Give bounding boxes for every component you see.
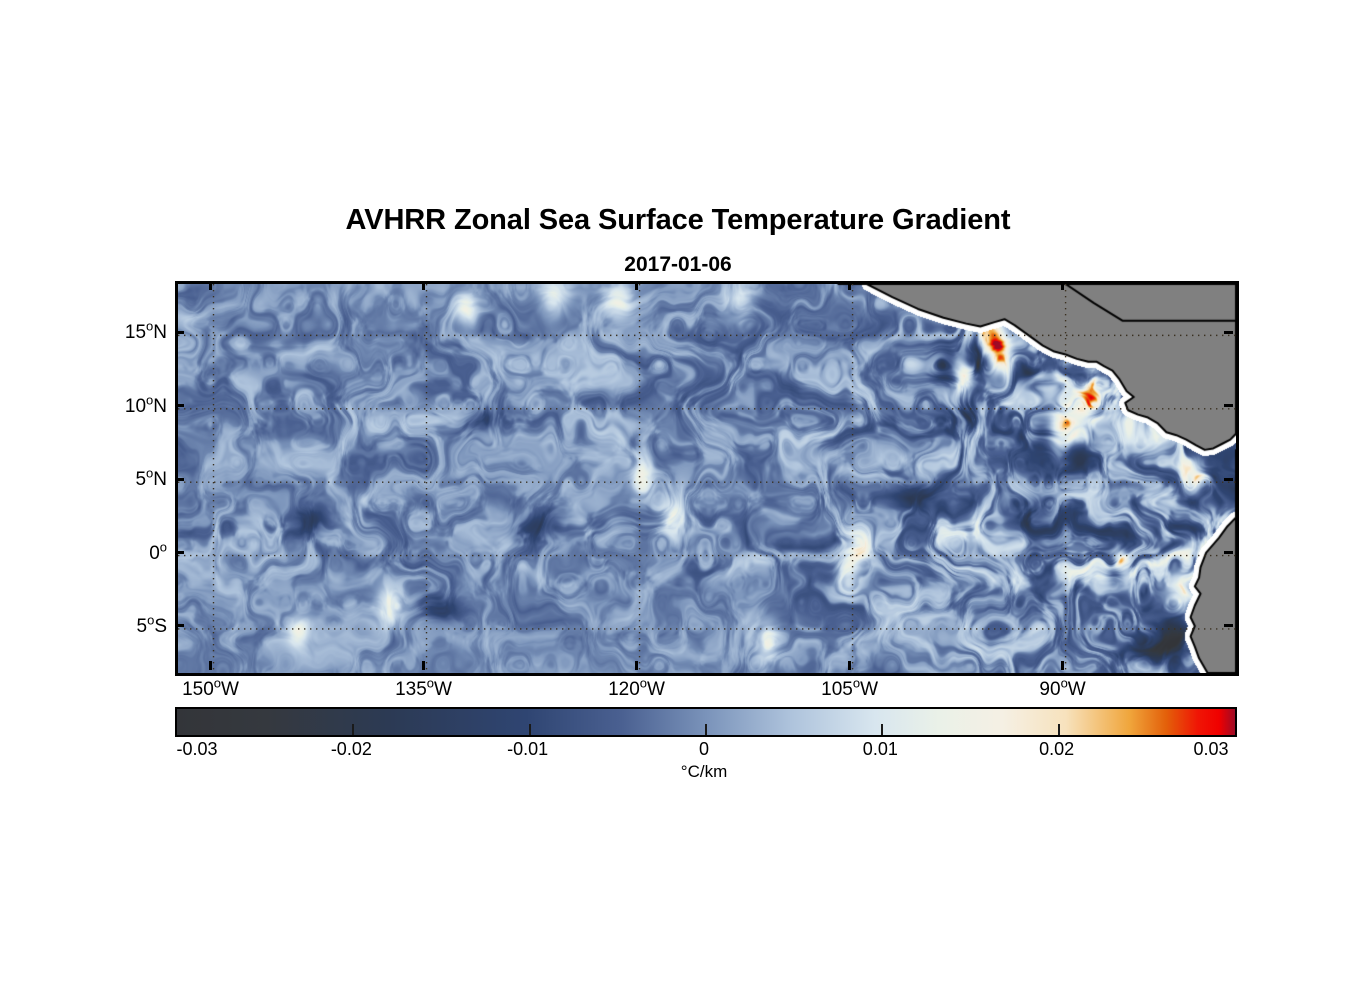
colorbar-tick-labels: -0.03 -0.02 -0.01 0 0.01 0.02 0.03 (175, 740, 1233, 764)
x-tick-mark (1061, 281, 1065, 290)
degree-symbol: o (426, 675, 435, 691)
colorbar-tick-mark (352, 724, 355, 735)
sst-gradient-heatmap (178, 284, 1236, 673)
y-tick-mark (175, 330, 184, 334)
colorbar-tick-mark (881, 724, 884, 735)
degree-symbol: o (639, 675, 648, 691)
colorbar-tick-label: -0.01 (507, 739, 549, 759)
colorbar-tick-label: 0.03 (1193, 739, 1229, 759)
x-axis-label: 90oW (1039, 675, 1086, 700)
map-plot-area (175, 281, 1239, 676)
x-axis-tick-labels: 150oW 135oW 120oW 105oW 90oW (175, 675, 1233, 706)
x-tick-mark (422, 661, 426, 670)
colorbar-tick-label: 0.02 (1039, 739, 1075, 759)
x-tick-mark (848, 661, 852, 670)
y-axis-label: 5oS (136, 612, 168, 637)
colorbar-tick-mark (528, 724, 531, 735)
degree-symbol: o (146, 392, 154, 408)
y-tick-mark (175, 551, 184, 555)
x-tick-mark (848, 281, 852, 290)
y-tick-mark (1224, 477, 1233, 481)
x-axis-label: 150oW (182, 675, 239, 700)
colorbar-tick-label: 0.01 (862, 739, 898, 759)
x-tick-mark (635, 661, 639, 670)
x-axis-label: 105oW (821, 675, 878, 700)
x-tick-mark (635, 281, 639, 290)
x-axis-label: 135oW (395, 675, 452, 700)
colorbar-tick-label: -0.03 (176, 739, 218, 759)
degree-symbol: o (1060, 675, 1068, 691)
y-tick-mark (1224, 330, 1233, 334)
y-axis-label: 15oN (124, 319, 167, 344)
y-tick-mark (1224, 624, 1233, 628)
y-tick-mark (175, 404, 184, 408)
colorbar (175, 707, 1237, 737)
x-tick-mark (1061, 661, 1065, 670)
x-tick-mark (209, 281, 212, 290)
x-tick-mark (209, 661, 212, 670)
y-axis-label: 0o (149, 539, 167, 564)
y-axis-label: 10oN (124, 392, 167, 417)
y-tick-mark (175, 624, 184, 628)
colorbar-unit-label: °C/km (680, 762, 728, 781)
degree-symbol: o (146, 319, 154, 335)
y-tick-mark (1224, 404, 1233, 408)
x-tick-mark (422, 281, 426, 290)
y-axis-label: 5oN (135, 465, 167, 491)
figure-subtitle: 2017-01-06 (624, 253, 732, 276)
x-axis-label: 120oW (608, 675, 665, 700)
degree-symbol: o (852, 675, 861, 691)
colorbar-tick-mark (1057, 724, 1060, 735)
colorbar-tick-mark (705, 724, 707, 735)
page-title: AVHRR Zonal Sea Surface Temperature Grad… (345, 204, 1011, 236)
y-tick-mark (1224, 551, 1233, 555)
degree-symbol: o (147, 612, 155, 628)
degree-symbol: o (159, 539, 167, 555)
y-axis-tick-labels: 15oN 10oN 5oN 0o 5oS (40, 281, 167, 670)
degree-symbol: o (146, 465, 154, 481)
colorbar-tick-label: 0 (698, 739, 710, 759)
y-tick-mark (175, 477, 184, 481)
degree-symbol: o (213, 675, 221, 691)
colorbar-tick-label: -0.02 (330, 739, 372, 759)
